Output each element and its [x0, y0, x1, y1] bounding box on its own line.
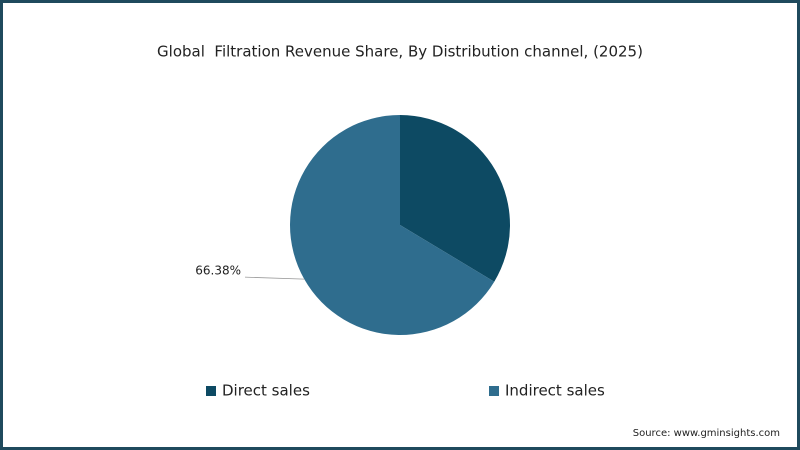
- legend-swatch: [206, 386, 216, 396]
- legend-swatch: [489, 386, 499, 396]
- pie-slice: [400, 115, 510, 282]
- legend-label: Direct sales: [222, 382, 310, 400]
- data-label: 66.38%: [195, 264, 241, 278]
- source: Source: www.gminsights.com: [633, 428, 780, 439]
- leader-line: [244, 276, 305, 280]
- pie-slice: [289, 115, 495, 335]
- chart-title: Global Filtration Revenue Share, By Dist…: [157, 43, 643, 61]
- legend-label: Indirect sales: [505, 382, 605, 400]
